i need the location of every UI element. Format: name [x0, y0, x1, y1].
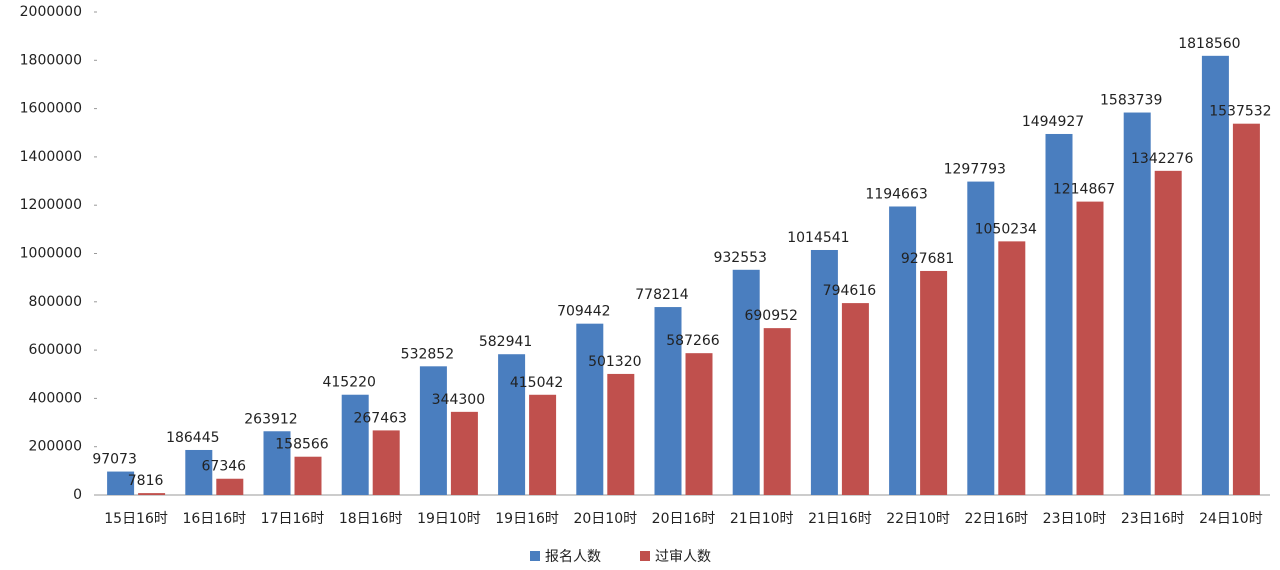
x-tick-label: 19日16时 [495, 511, 559, 527]
x-tick-label: 20日10时 [573, 511, 637, 527]
bar [107, 471, 135, 495]
data-label: 932553 [713, 250, 766, 266]
y-tick-label: 200000 [29, 439, 82, 455]
x-tick-label: 15日16时 [104, 511, 168, 527]
y-tick-label: 400000 [29, 390, 82, 406]
y-tick-label: 600000 [29, 342, 82, 358]
data-label: 927681 [901, 251, 954, 267]
bar [920, 270, 948, 495]
y-tick-label: 1200000 [20, 197, 82, 213]
bar [216, 478, 244, 495]
bar [450, 411, 478, 495]
data-label: 1342276 [1131, 151, 1193, 167]
bar [607, 373, 635, 495]
bar [1201, 55, 1229, 496]
bar [889, 206, 917, 495]
bar [810, 249, 838, 495]
bar [372, 430, 400, 495]
y-tick-label: 1800000 [20, 52, 82, 68]
bar [294, 456, 322, 495]
data-label: 158566 [275, 437, 329, 453]
data-label: 1297793 [944, 162, 1006, 178]
bar [341, 394, 369, 495]
x-tick-label: 22日16时 [964, 511, 1028, 527]
data-label: 1194663 [865, 186, 927, 202]
data-label: 415220 [322, 375, 375, 391]
bar [1076, 201, 1104, 495]
data-label: 582941 [479, 334, 532, 350]
bar [654, 307, 682, 495]
data-label: 415042 [510, 375, 563, 391]
x-tick-label: 18日16时 [339, 511, 403, 527]
bar [576, 323, 604, 495]
bar [1123, 112, 1151, 495]
data-label: 1050234 [975, 221, 1037, 237]
x-tick-label: 21日16时 [808, 511, 872, 527]
bar [1045, 133, 1073, 495]
legend-swatch [640, 551, 650, 561]
bar [732, 269, 760, 495]
data-label: 709442 [557, 304, 610, 320]
bar [498, 354, 526, 495]
x-tick-label: 23日10时 [1043, 511, 1107, 527]
bar [763, 328, 791, 495]
legend-swatch [530, 551, 540, 561]
bar [967, 181, 995, 495]
data-label: 532852 [401, 346, 454, 362]
bar [185, 449, 213, 495]
x-tick-label: 24日10时 [1199, 511, 1263, 527]
data-label: 690952 [744, 308, 797, 324]
data-label: 263912 [244, 411, 297, 427]
data-label: 186445 [166, 430, 219, 446]
data-label: 501320 [588, 354, 641, 370]
bar [138, 493, 166, 495]
data-label: 1494927 [1022, 114, 1084, 130]
data-label: 267463 [353, 410, 406, 426]
y-tick-label: 800000 [29, 294, 82, 310]
data-label: 778214 [635, 287, 689, 303]
data-label: 344300 [432, 392, 485, 408]
y-tick-label: 2000000 [20, 4, 82, 20]
y-tick-label: 0 [73, 487, 82, 503]
bar [841, 303, 869, 495]
bar [529, 394, 557, 495]
data-label: 67346 [202, 459, 247, 475]
bar [263, 431, 291, 495]
x-tick-label: 21日10时 [730, 511, 794, 527]
legend-label: 报名人数 [545, 549, 601, 565]
data-label: 7816 [128, 473, 164, 489]
data-label: 97073 [92, 452, 137, 468]
data-label: 1583739 [1100, 93, 1162, 109]
bar [419, 366, 447, 495]
bar [1232, 123, 1260, 495]
x-tick-label: 23日16时 [1121, 511, 1185, 527]
data-label: 1014541 [787, 230, 849, 246]
y-tick-label: 1400000 [20, 149, 82, 165]
y-tick-label: 1600000 [20, 101, 82, 117]
data-label: 1537532 [1209, 104, 1271, 120]
x-tick-label: 16日16时 [182, 511, 246, 527]
x-tick-label: 20日16时 [652, 511, 716, 527]
data-label: 1818560 [1178, 36, 1240, 52]
x-tick-label: 19日10时 [417, 511, 481, 527]
legend-label: 过审人数 [655, 549, 711, 565]
data-label: 794616 [823, 283, 877, 299]
y-tick-label: 1000000 [20, 246, 82, 262]
x-tick-label: 17日16时 [261, 511, 325, 527]
bar [1154, 170, 1182, 496]
data-label: 1214867 [1053, 182, 1115, 198]
data-label: 587266 [666, 333, 720, 349]
bar [998, 241, 1026, 495]
bar [685, 353, 713, 495]
x-tick-label: 22日10时 [886, 511, 950, 527]
